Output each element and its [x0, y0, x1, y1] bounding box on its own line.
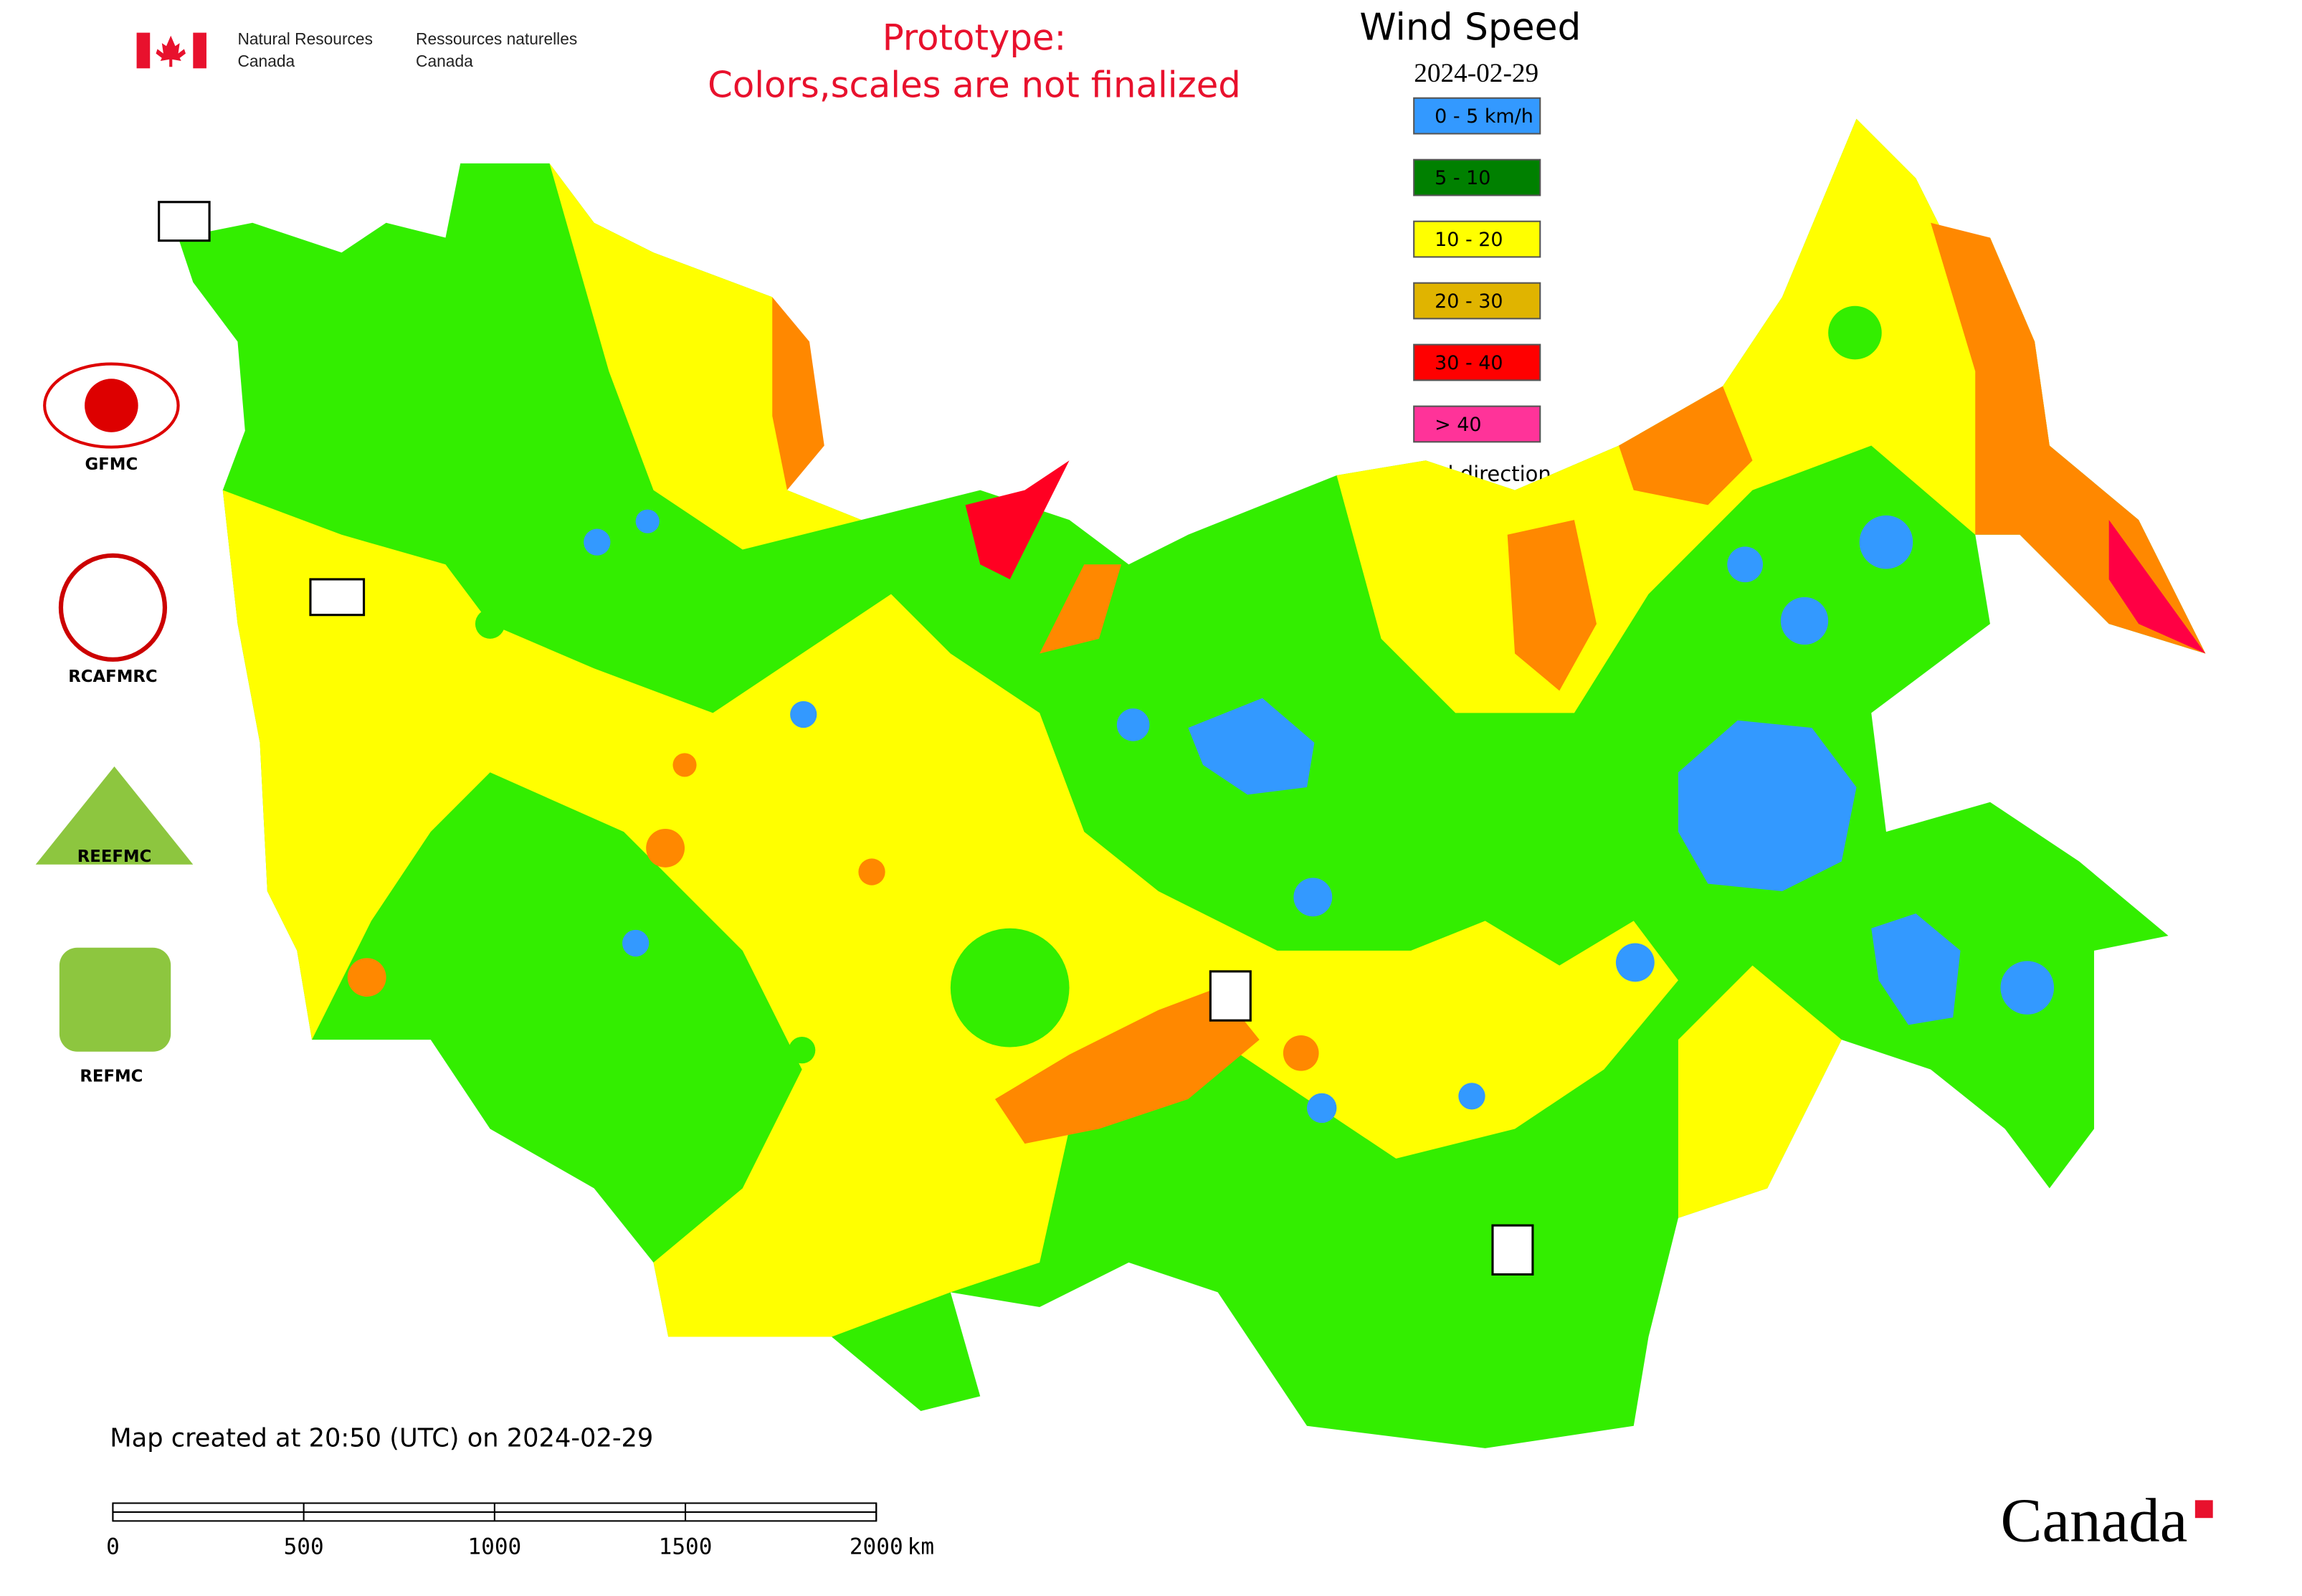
legend-swatch	[1413, 282, 1541, 320]
title: Wind Speed	[1359, 6, 1581, 49]
wordmark-flag	[2194, 1500, 2213, 1519]
logo-label: REFMC	[80, 1067, 143, 1086]
wind-map	[178, 118, 2206, 1448]
nrcan-signature: Natural Resources Canada Ressources natu…	[136, 29, 577, 70]
agency-fr: Canada	[416, 52, 473, 70]
logos: GFMC RCAFMRC REEFMC REFMC	[35, 362, 194, 1086]
calm-spot	[1615, 943, 1655, 982]
area-blue	[1188, 698, 1315, 795]
gust-spot	[646, 828, 685, 868]
area-orange	[1931, 222, 2206, 654]
area-yellow	[1678, 965, 1842, 1218]
calm-spot	[1116, 708, 1150, 741]
date: 2024-02-29	[1414, 59, 1538, 88]
calm-spot	[1859, 515, 1913, 569]
area-orange	[1040, 564, 1122, 654]
gust-spot	[1283, 1035, 1319, 1071]
green-spot	[950, 928, 1070, 1048]
footer: Map created at 20:50 (UTC) on 2024-02-29	[110, 1423, 653, 1453]
station-marker	[1209, 970, 1252, 1022]
agency-fr: Ressources naturelles	[416, 29, 577, 48]
area-orange	[1507, 520, 1597, 691]
scale-label: 1000	[467, 1534, 521, 1560]
gust-spots	[347, 753, 1319, 1071]
notice: Prototype:	[883, 16, 1067, 58]
maple-leaf	[156, 35, 186, 67]
calm-spot	[1780, 597, 1829, 645]
area-orange	[1619, 386, 1753, 505]
logo-label: REEFMC	[77, 847, 152, 866]
legend-label: 30 - 40	[1435, 352, 1503, 374]
area-yellow	[222, 490, 1678, 1337]
legend-label: 0 - 5 km/h	[1435, 105, 1533, 128]
station-marker	[309, 578, 366, 617]
calm-spot	[622, 929, 650, 957]
area-blue	[1871, 913, 1961, 1025]
scale-label: 500	[284, 1534, 324, 1560]
logo-rcafmrc	[58, 553, 168, 662]
logo-refmc	[59, 947, 171, 1052]
station-marker	[158, 201, 211, 242]
scale-label: 2000	[850, 1534, 903, 1560]
area-orange	[772, 297, 824, 490]
legend: 0 - 5 km/h 5 - 10 10 - 20 20 - 30 30 - 40 > 4…	[1413, 97, 1541, 443]
green-spot	[475, 609, 505, 639]
calm-spot	[1293, 878, 1333, 917]
station-marker	[1491, 1224, 1534, 1276]
legend-swatch	[1413, 158, 1541, 196]
scale-unit: km	[908, 1534, 934, 1560]
notice: Colors,scales are not finalized	[708, 65, 1241, 106]
green-spot	[1828, 305, 1882, 360]
canada-wordmark: Canada	[2001, 1486, 2188, 1555]
calm-spot	[1307, 1093, 1337, 1124]
calm-spot	[1458, 1083, 1485, 1110]
calm-spot	[2000, 961, 2055, 1015]
gust-spot	[347, 958, 386, 997]
gust-spot	[672, 753, 697, 777]
gust-spot	[858, 858, 885, 885]
calm-spot	[790, 700, 817, 728]
logo-label: GFMC	[85, 455, 138, 474]
legend-label: 10 - 20	[1435, 229, 1503, 251]
legend-swatch	[1413, 343, 1541, 381]
calm-spot	[1727, 546, 1764, 583]
calm-spots	[584, 509, 2055, 1124]
scale-bar: 0 500 1000 1500 2000 km	[106, 1502, 934, 1560]
agency-en: Natural Resources	[237, 29, 373, 48]
logo-gfmc	[43, 362, 180, 449]
green-spot	[789, 1037, 816, 1064]
scale-label: 1500	[659, 1534, 713, 1560]
legend-label: 5 - 10	[1435, 167, 1490, 189]
station-markers	[158, 201, 1534, 1276]
scale-label: 0	[106, 1534, 120, 1560]
calm-green-spots	[475, 305, 1882, 1064]
flag-bar	[136, 32, 151, 69]
flag-bar	[193, 32, 206, 69]
legend-swatch	[1413, 220, 1541, 258]
calm-spot	[584, 528, 611, 556]
logo-gfmc-emblem	[85, 379, 138, 432]
legend-swatch	[1413, 405, 1541, 443]
legend-label: > 40	[1435, 414, 1481, 436]
island-red	[965, 460, 1070, 579]
legend-label: 20 - 30	[1435, 290, 1503, 313]
logo-label: RCAFMRC	[68, 668, 157, 686]
agency-en: Canada	[237, 52, 295, 70]
legend-swatch	[1413, 97, 1541, 135]
area-blue	[1678, 720, 1857, 891]
logo-reefmc	[35, 766, 194, 865]
calm-spot	[635, 509, 660, 533]
area-orange	[994, 987, 1260, 1144]
